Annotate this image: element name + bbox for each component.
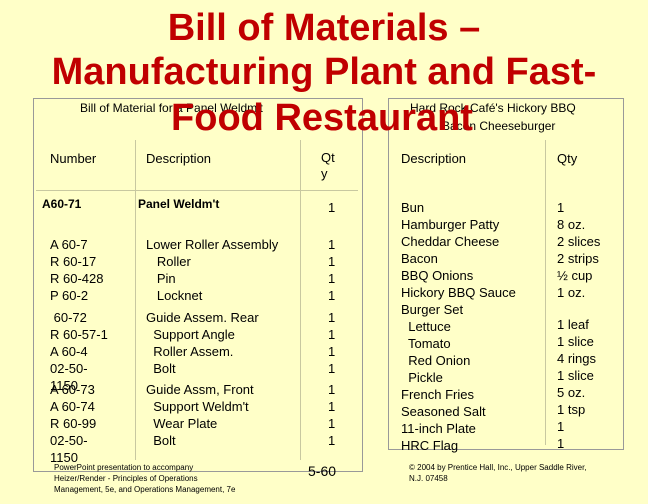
slide-number: 5-60 [308, 463, 337, 479]
group3-descriptions: Guide Assm, Front Support Weldm't Wear P… [146, 382, 254, 448]
left-header-divider [36, 190, 358, 191]
slide-title-line3: Food Restaurant [171, 97, 473, 139]
footer-left: PowerPoint presentation to accompany Hei… [54, 463, 236, 494]
top-item-qty: 1 [328, 200, 336, 215]
slide-title-line1: Bill of Materials – [167, 7, 481, 49]
group2-qtys: 1 1 1 1 [328, 310, 336, 376]
left-table-panel [33, 98, 363, 472]
left-header-description: Description [146, 151, 212, 166]
right-descriptions: Bun Hamburger Patty Cheddar Cheese Bacon… [401, 200, 516, 453]
left-table-caption: Bill of Material for a Panel Weldm't [80, 101, 263, 115]
group3-qtys: 1 1 1 1 [328, 382, 336, 448]
left-col-divider-1 [135, 140, 136, 460]
right-header-description: Description [401, 151, 467, 166]
top-item-number: A60-71 [42, 197, 82, 211]
group1-descriptions: Lower Roller Assembly Roller Pin Locknet [146, 237, 279, 303]
group2-numbers: 60-72 R 60-57-1 A 60-4 02-50- 1150 [50, 310, 108, 393]
right-col-divider [545, 140, 546, 445]
group2-descriptions: Guide Assem. Rear Support Angle Roller A… [146, 310, 259, 376]
left-header-number: Number [50, 151, 97, 166]
right-table-panel [388, 98, 624, 450]
right-qtys-main: 1 8 oz. 2 slices 2 strips ½ cup 1 oz. [557, 200, 601, 300]
right-table-caption-line1: Hard Rock Café's Hickory BBQ [410, 101, 576, 115]
top-item-description: Panel Weldm't [138, 197, 220, 211]
right-header-qty: Qty [557, 151, 578, 166]
group1-qtys: 1 1 1 1 [328, 237, 336, 303]
group3-numbers: A 60-73 A 60-74 R 60-99 02-50- 1150 [50, 382, 97, 465]
group1-numbers: A 60-7 R 60-17 R 60-428 P 60-2 [50, 237, 104, 303]
left-col-divider-2 [300, 140, 301, 460]
right-qtys-burger-set: 1 leaf 1 slice 4 rings 1 slice 5 oz. 1 t… [557, 317, 597, 451]
right-table-caption-line2: Bacon Cheeseburger [442, 119, 556, 133]
left-header-qty: Qt y [321, 150, 335, 181]
slide-title-line2: Manufacturing Plant and Fast- [51, 51, 597, 93]
footer-right: © 2004 by Prentice Hall, Inc., Upper Sad… [409, 463, 587, 483]
